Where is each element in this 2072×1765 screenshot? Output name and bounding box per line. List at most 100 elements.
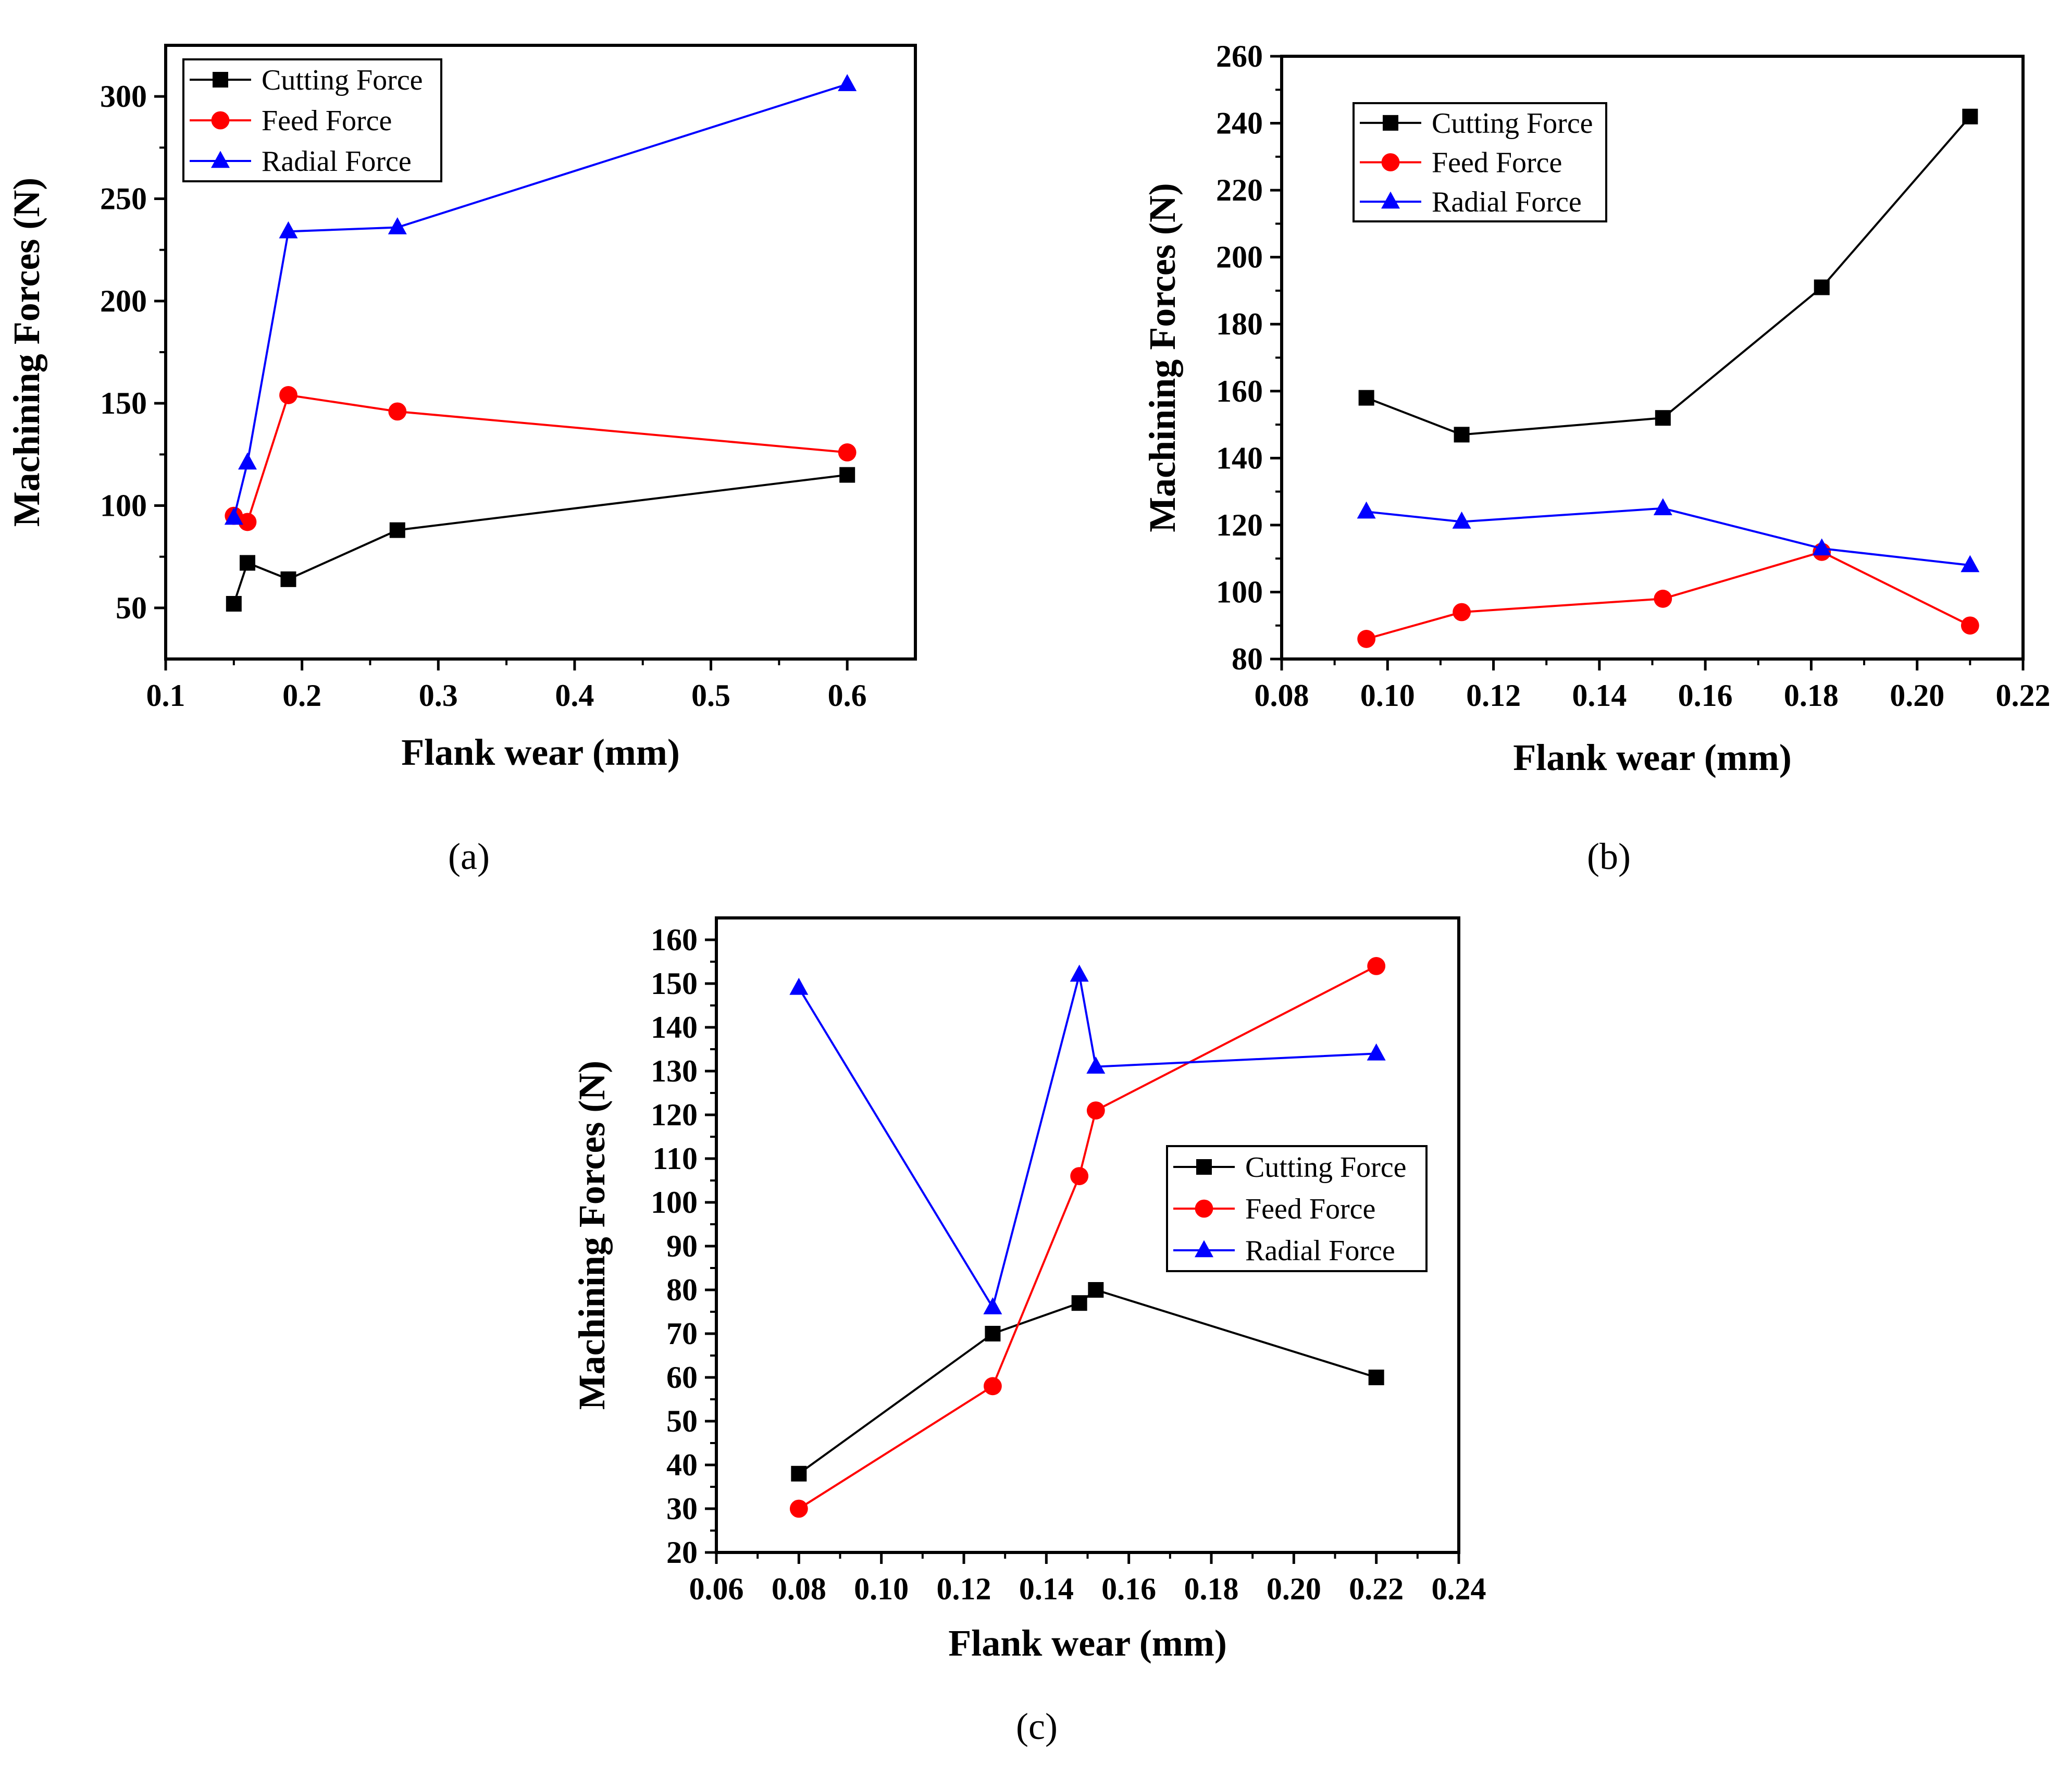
data-point-circle	[238, 513, 257, 531]
y-tick-label: 100	[651, 1185, 698, 1220]
y-tick-label: 140	[651, 1010, 698, 1045]
data-point-circle	[1453, 603, 1471, 622]
y-tick-label: 250	[100, 182, 147, 216]
y-tick-label: 60	[666, 1360, 698, 1395]
data-point-triangle	[238, 452, 257, 470]
y-tick-label: 30	[666, 1491, 698, 1526]
x-tick-label: 0.12	[1466, 678, 1521, 713]
data-point-triangle	[1653, 498, 1672, 515]
data-point-triangle	[983, 1297, 1002, 1314]
x-tick-label: 0.20	[1890, 678, 1944, 713]
legend-marker-square	[213, 72, 228, 88]
y-tick-label: 100	[100, 489, 147, 523]
y-tick-label: 80	[666, 1273, 698, 1307]
legend-label: Cutting Force	[1245, 1151, 1407, 1184]
legend: Cutting Force Feed Force Radial Force	[1166, 1145, 1428, 1272]
data-point-triangle	[1961, 555, 1980, 573]
data-point-square	[239, 555, 255, 571]
y-tick-label: 300	[100, 79, 147, 114]
series-line-triangle	[1366, 507, 1970, 567]
panel-caption: (c)	[1016, 1706, 1058, 1747]
y-tick-label: 100	[1216, 575, 1263, 609]
x-tick-label: 0.20	[1267, 1572, 1321, 1606]
data-point-circle	[1367, 957, 1386, 975]
x-tick-label: 0.3	[419, 678, 458, 713]
x-tick-label: 0.22	[1996, 678, 2051, 713]
data-point-triangle	[789, 977, 809, 995]
y-tick-label: 70	[666, 1316, 698, 1351]
x-tick-label: 0.16	[1678, 678, 1733, 713]
x-tick-label: 0.22	[1349, 1572, 1404, 1606]
y-axis-label: Machining Forces (N)	[1142, 183, 1183, 532]
data-point-square	[1071, 1295, 1087, 1311]
y-tick-label: 50	[666, 1404, 698, 1438]
data-point-square	[1454, 427, 1470, 443]
y-tick-label: 260	[1216, 39, 1263, 73]
legend-label: Feed Force	[262, 105, 392, 137]
panel-caption: (a)	[448, 836, 490, 877]
data-point-triangle	[1452, 511, 1471, 529]
data-point-triangle	[388, 217, 407, 234]
y-tick-label: 150	[100, 386, 147, 420]
legend-marker-triangle	[211, 151, 230, 168]
data-point-square	[1368, 1370, 1384, 1385]
legend: Cutting Force Feed Force Radial Force	[1353, 102, 1607, 222]
y-axis-label: Machining Forces (N)	[571, 1061, 613, 1410]
legend-label: Feed Force	[1245, 1193, 1375, 1225]
y-tick-label: 90	[666, 1229, 698, 1263]
x-tick-label: 0.24	[1432, 1572, 1486, 1606]
legend-marker-circle	[1381, 153, 1400, 171]
y-tick-label: 160	[651, 923, 698, 957]
data-point-square	[1358, 390, 1374, 406]
data-point-triangle	[1367, 1043, 1386, 1061]
legend-marker-triangle	[1381, 191, 1400, 209]
x-tick-label: 0.06	[689, 1572, 744, 1606]
data-point-triangle	[1812, 538, 1831, 556]
x-tick-label: 0.14	[1019, 1572, 1074, 1606]
x-axis-label: Flank wear (mm)	[948, 1622, 1227, 1664]
chart-a: 0.1 0.2 0.3 0.4 0.5 0.6 50 100 150 200 250 300 Flank…	[6, 44, 917, 877]
panel-caption: (b)	[1587, 836, 1631, 877]
y-tick-label: 160	[1216, 374, 1263, 408]
legend-label: Cutting Force	[262, 64, 423, 96]
y-tick-label: 180	[1216, 307, 1263, 341]
data-point-triangle	[1357, 501, 1376, 519]
x-tick-label: 0.5	[691, 678, 730, 713]
y-tick-label: 200	[1216, 240, 1263, 275]
data-point-square	[1655, 410, 1671, 426]
x-tick-label: 0.18	[1184, 1572, 1239, 1606]
legend-marker-square	[1196, 1159, 1212, 1175]
data-point-triangle	[838, 74, 857, 91]
data-point-circle	[984, 1377, 1002, 1396]
legend-marker-square	[1383, 115, 1398, 131]
x-tick-label: 0.10	[854, 1572, 909, 1606]
data-point-triangle	[279, 221, 298, 239]
data-point-circle	[388, 402, 407, 421]
data-point-square	[1088, 1282, 1104, 1298]
legend-label: Radial Force	[262, 145, 412, 178]
legend-marker-triangle	[1195, 1240, 1213, 1258]
data-point-triangle	[224, 507, 243, 525]
data-point-square	[1814, 279, 1830, 295]
legend-marker-circle	[1195, 1199, 1213, 1218]
data-point-square	[389, 522, 405, 538]
x-axis-label: Flank wear (mm)	[1513, 737, 1792, 778]
y-tick-label: 40	[666, 1448, 698, 1482]
data-point-square	[1962, 108, 1978, 125]
data-point-triangle	[1086, 1056, 1106, 1074]
y-tick-label: 240	[1216, 106, 1263, 141]
x-tick-label: 0.4	[555, 678, 594, 713]
y-tick-label: 130	[651, 1054, 698, 1088]
x-tick-label: 0.6	[828, 678, 867, 713]
y-tick-label: 200	[100, 284, 147, 318]
y-tick-label: 120	[1216, 508, 1263, 542]
y-tick-label: 50	[116, 591, 147, 625]
data-point-circle	[1357, 630, 1376, 648]
x-tick-label: 0.1	[146, 678, 185, 713]
x-axis-label: Flank wear (mm)	[401, 731, 680, 773]
x-tick-label: 0.10	[1360, 678, 1415, 713]
x-tick-label: 0.2	[282, 678, 321, 713]
data-point-square	[985, 1326, 1001, 1341]
data-point-circle	[1086, 1101, 1105, 1120]
data-point-circle	[1070, 1167, 1089, 1186]
